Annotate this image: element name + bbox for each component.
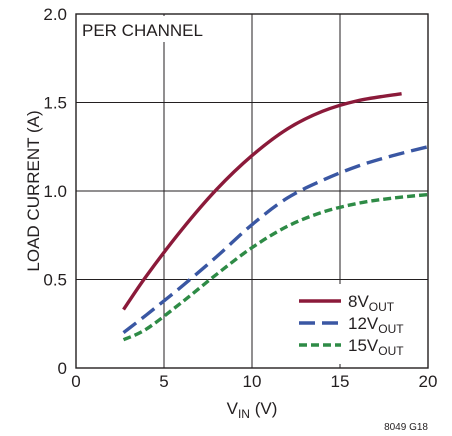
series-line-2 — [122, 145, 429, 334]
x-axis-label: VIN (V) — [227, 399, 278, 421]
plot-frame — [75, 13, 429, 369]
series-lines — [122, 91, 429, 342]
legend-label-2: 12VOUT — [348, 314, 404, 336]
x-tick-label: 10 — [243, 372, 262, 391]
y-axis-label: LOAD CURRENT (A) — [24, 110, 43, 271]
y-tick-label: 1.5 — [43, 94, 67, 113]
tick-labels: 0 5 10 15 20 0 0.5 1.0 1.5 2.0 — [43, 5, 437, 391]
x-axis-label-sub: IN — [238, 407, 250, 421]
x-tick-label: 20 — [419, 372, 438, 391]
y-tick-label: 1.0 — [43, 182, 67, 201]
annotation-box — [78, 16, 198, 42]
y-tick-label: 0.5 — [43, 271, 67, 290]
annotation-text: PER CHANNEL — [82, 21, 203, 40]
x-tick-label: 5 — [159, 372, 168, 391]
x-axis-label-main: V — [227, 399, 239, 418]
series-line-3 — [122, 192, 429, 342]
figure-code: 8049 G18 — [384, 422, 428, 433]
x-tick-label: 15 — [331, 372, 350, 391]
legend-background — [296, 284, 426, 364]
x-axis-label-suffix: (V) — [250, 399, 277, 418]
legend-label-3: 15VOUT — [348, 336, 404, 358]
y-tick-label: 2.0 — [43, 5, 67, 24]
legend-label-1: 8VOUT — [348, 292, 395, 314]
x-tick-label: 0 — [71, 372, 80, 391]
grid — [76, 14, 428, 368]
series-line-1 — [122, 91, 402, 311]
y-tick-label: 0 — [58, 359, 67, 378]
